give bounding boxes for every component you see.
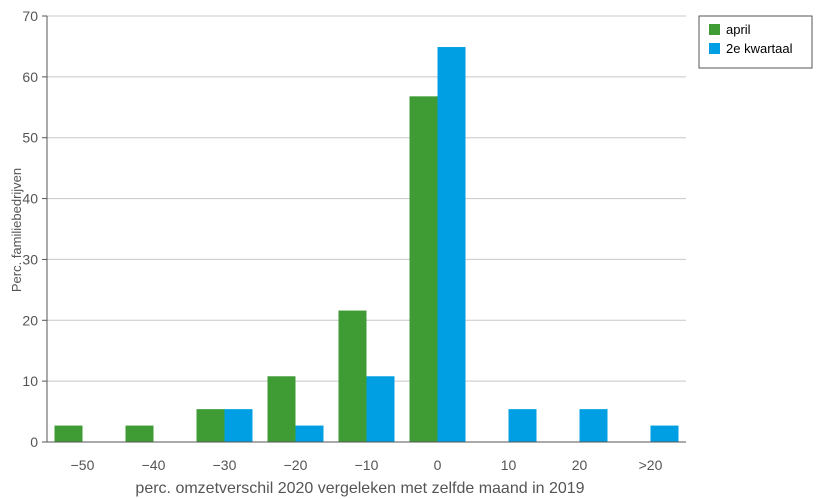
bar-april-0 [54, 425, 83, 442]
axes [42, 15, 686, 443]
bar-april-3 [267, 376, 296, 442]
y-tick-label: 60 [22, 69, 38, 85]
bar-april-2 [196, 409, 225, 442]
x-axis-title: perc. omzetverschil 2020 vergeleken met … [135, 480, 584, 497]
bar-2e-kwartaal-4 [366, 376, 395, 442]
legend-label: 2e kwartaal [726, 41, 793, 56]
y-tick-label: 30 [22, 251, 38, 267]
bar-2e-kwartaal-8 [650, 425, 679, 442]
y-tick-label: 20 [22, 312, 38, 328]
bars [54, 47, 679, 443]
bar-2e-kwartaal-6 [508, 409, 537, 442]
legend-swatch [709, 24, 720, 35]
x-tick-label: −10 [355, 457, 379, 473]
bar-april-5 [409, 96, 438, 443]
bar-2e-kwartaal-5 [437, 47, 466, 443]
x-tick-label: 10 [501, 457, 517, 473]
x-tick-label: −50 [71, 457, 95, 473]
legend: april 2e kwartaal [698, 15, 813, 69]
gridlines [47, 15, 686, 382]
x-tick-label: >20 [639, 457, 663, 473]
x-tick-label: −20 [284, 457, 308, 473]
y-tick-label: 50 [22, 130, 38, 146]
y-tick-labels: 0 10 20 30 40 50 60 70 [22, 8, 38, 450]
y-tick-label: 0 [30, 434, 38, 450]
bar-april-1 [125, 425, 154, 442]
bar-2e-kwartaal-3 [295, 425, 324, 442]
y-tick-label: 70 [22, 8, 38, 24]
x-tick-label: −40 [142, 457, 166, 473]
x-tick-labels: −50 −40 −30 −20 −10 0 10 20 >20 [71, 457, 663, 473]
legend-swatch [709, 43, 720, 54]
bar-2e-kwartaal-2 [224, 409, 253, 442]
x-tick-label: 0 [434, 457, 442, 473]
x-tick-label: 20 [572, 457, 588, 473]
legend-box [698, 15, 813, 69]
y-tick-label: 10 [22, 373, 38, 389]
bar-april-4 [338, 310, 367, 442]
y-tick-label: 40 [22, 191, 38, 207]
legend-label: april [726, 22, 751, 37]
bar-2e-kwartaal-7 [579, 409, 608, 442]
y-axis-title: Perc. familiebedrijven [9, 168, 24, 292]
x-tick-label: −30 [213, 457, 237, 473]
